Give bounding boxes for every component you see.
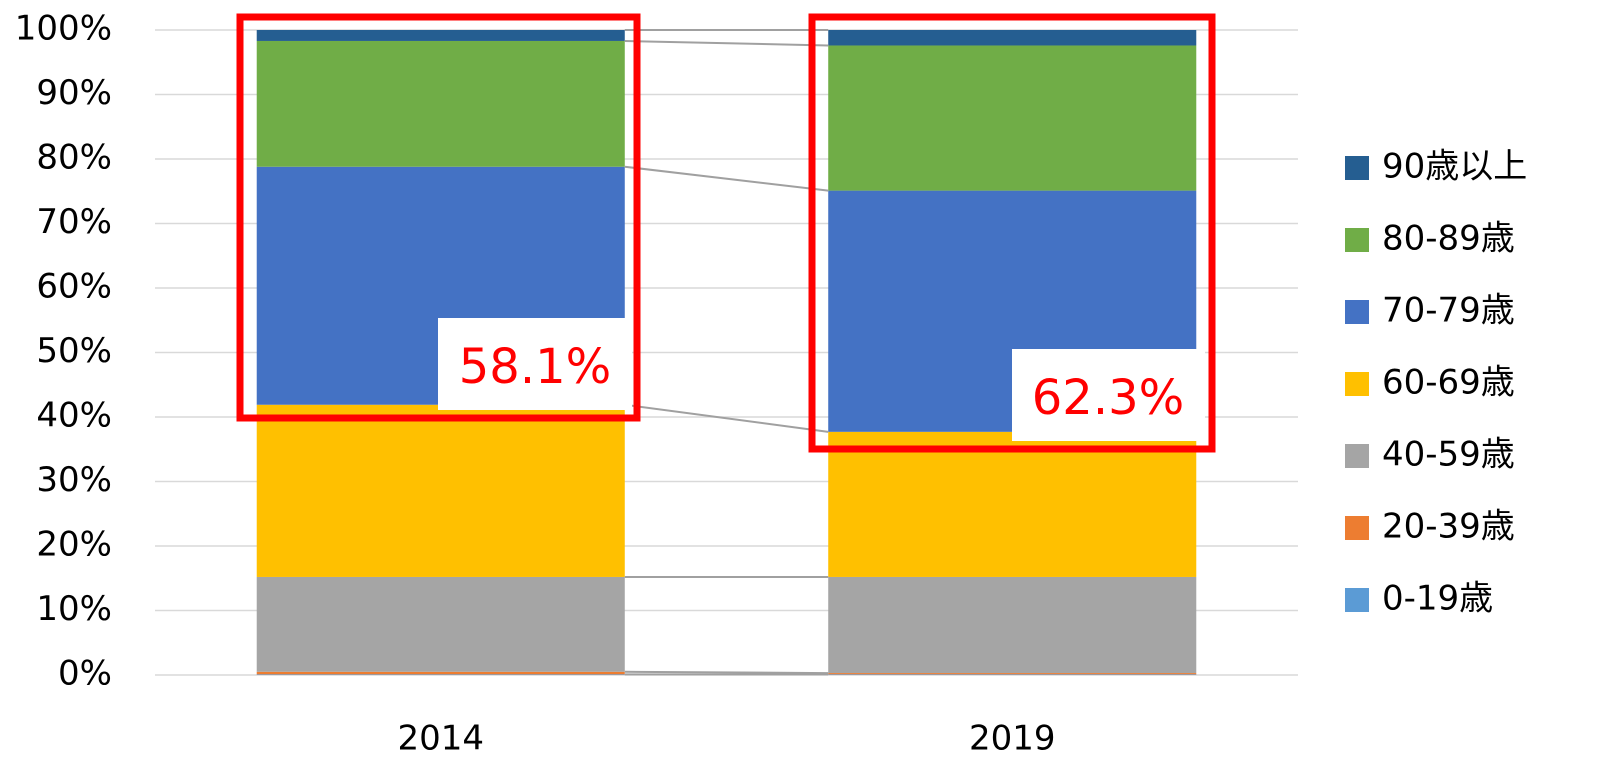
highlight-box [236, 13, 641, 422]
legend-swatch [1345, 372, 1369, 396]
series-line [624, 670, 829, 675]
bar-segment [828, 30, 1197, 46]
bar-segment [828, 674, 1197, 675]
bar-segment [256, 40, 625, 167]
y-tick-label: 70% [36, 202, 112, 242]
legend-label: 60-69歳 [1382, 363, 1515, 403]
legend-label: 20-39歳 [1382, 507, 1515, 547]
legend-label: 90歳以上 [1382, 147, 1527, 187]
legend-label: 80-89歳 [1382, 219, 1515, 259]
bar-segment [828, 576, 1197, 674]
annotation-box [1012, 349, 1205, 441]
y-tick-label: 30% [36, 460, 112, 500]
legend-label: 70-79歳 [1382, 291, 1515, 331]
highlight-box [808, 13, 1216, 453]
bar-segment [256, 674, 625, 675]
bar-segment [828, 45, 1197, 191]
y-tick-label: 20% [36, 525, 112, 565]
x-tick-label: 2014 [397, 719, 484, 759]
legend-label: 0-19歳 [1382, 579, 1493, 619]
annotation: 62.3% [1032, 370, 1184, 426]
y-tick-label: 50% [36, 331, 112, 371]
bar-segment [256, 404, 625, 577]
bars [256, 30, 1197, 675]
bar-segment [828, 431, 1197, 577]
series-line [624, 165, 829, 192]
legend-swatch [1345, 228, 1369, 252]
annotation: 58.1% [459, 339, 611, 395]
legend-swatch [1345, 516, 1369, 540]
y-tick-label: 40% [36, 396, 112, 436]
legend-swatch [1345, 444, 1369, 468]
series-line [624, 403, 829, 433]
legend-swatch [1345, 588, 1369, 612]
y-tick-label: 10% [36, 589, 112, 629]
x-tick-label: 2019 [969, 719, 1056, 759]
connectors [624, 29, 829, 676]
bar-segment [828, 673, 1197, 675]
series-line [624, 39, 829, 47]
y-tick-label: 100% [15, 9, 112, 49]
legend-label: 40-59歳 [1382, 435, 1515, 475]
legend-swatch [1345, 300, 1369, 324]
y-tick-label: 0% [58, 654, 112, 694]
y-tick-label: 60% [36, 267, 112, 307]
bar-segment [256, 671, 625, 675]
bar-segment [256, 30, 625, 41]
y-tick-label: 90% [36, 73, 112, 113]
bar-segment [256, 576, 625, 672]
y-tick-label: 80% [36, 138, 112, 178]
annotation-box [438, 318, 632, 410]
legend-swatch [1345, 156, 1369, 180]
